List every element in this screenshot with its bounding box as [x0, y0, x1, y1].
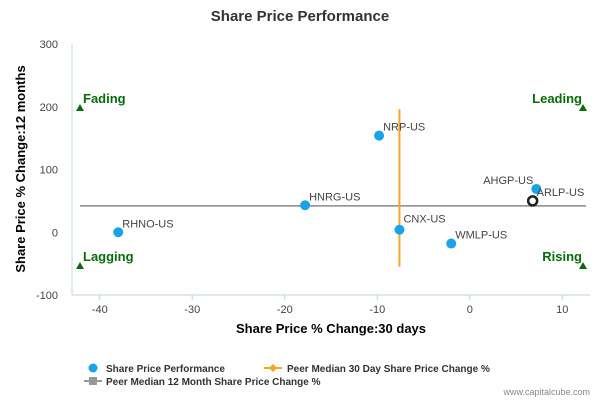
y-tick-label: 300	[40, 39, 58, 51]
y-tick-label: 100	[40, 165, 58, 177]
quadrant-triangle-marker	[579, 104, 587, 111]
axes	[71, 44, 590, 296]
x-tick-labels: -40 -30 -20 -10 0 10	[92, 295, 568, 316]
point-hnrg-us[interactable]	[300, 200, 311, 211]
point-arlp-us[interactable]	[526, 195, 539, 207]
credit-text: www.capitalcube.com	[502, 387, 590, 397]
median-lines	[80, 109, 586, 267]
legend-circle-icon	[88, 363, 98, 373]
y-tick-label: 0	[52, 227, 58, 239]
legend-diamond-icon	[269, 364, 277, 372]
point-ahgp-us[interactable]	[531, 183, 542, 194]
point-label-wmlp-us: WMLP-US	[455, 230, 507, 242]
legend-label-peer-median-12m[interactable]: Peer Median 12 Month Share Price Change …	[106, 377, 321, 388]
x-tick-label: -30	[184, 304, 200, 316]
x-tick-label: -10	[369, 304, 385, 316]
data-points: NRP-US HNRG-US RHNO-US CNX-US WMLP-US AHGP-US…	[113, 122, 584, 249]
point-nrp-us[interactable]	[374, 130, 385, 141]
x-tick-label: 10	[556, 304, 568, 316]
y-axis-title: Share Price % Change:12 months	[13, 65, 28, 272]
point-cnx-us[interactable]	[394, 224, 405, 235]
point-label-arlp-us: ARLP-US	[537, 187, 585, 199]
point-label-ahgp-us: AHGP-US	[483, 175, 533, 187]
x-axis-title: Share Price % Change:30 days	[236, 321, 426, 336]
legend-square-icon	[89, 377, 97, 385]
y-tick-labels: -100 0 100 200 300	[36, 39, 58, 302]
quadrant-labels: Fading Leading Lagging Rising	[76, 91, 587, 269]
legend: Share Price Performance Peer Median 30 Da…	[84, 363, 490, 388]
legend-label-peer-median-30d[interactable]: Peer Median 30 Day Share Price Change %	[287, 364, 490, 375]
x-tick-label: 0	[467, 304, 473, 316]
x-tick-label: -20	[277, 304, 293, 316]
point-wmlp-us[interactable]	[446, 238, 457, 249]
quadrant-label-fading: Fading	[83, 91, 126, 106]
point-rhno-us[interactable]	[113, 227, 124, 238]
quadrant-label-lagging: Lagging	[83, 249, 134, 264]
legend-label-share-price-performance[interactable]: Share Price Performance	[106, 364, 225, 375]
quadrant-label-rising: Rising	[542, 249, 582, 264]
point-label-cnx-us: CNX-US	[403, 214, 445, 226]
point-label-nrp-us: NRP-US	[383, 122, 425, 134]
quadrant-label-leading: Leading	[532, 91, 582, 106]
point-label-rhno-us: RHNO-US	[122, 218, 173, 230]
chart-title: Share Price Performance	[211, 8, 389, 25]
x-tick-label: -40	[92, 304, 108, 316]
y-tick-label: -100	[36, 290, 58, 302]
quadrant-triangle-marker	[76, 104, 84, 111]
point-label-hnrg-us: HNRG-US	[309, 191, 360, 203]
quadrant-triangle-marker	[579, 262, 587, 269]
quadrant-triangle-marker	[76, 262, 84, 269]
y-tick-label: 200	[40, 102, 58, 114]
